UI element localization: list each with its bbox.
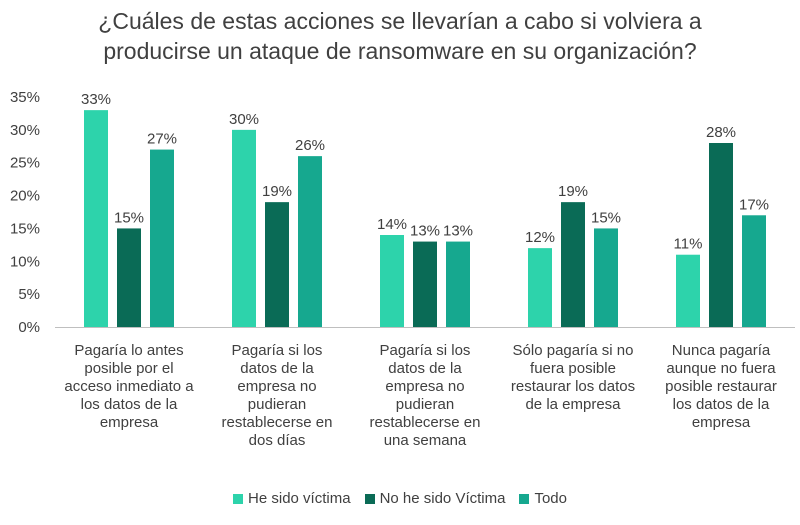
bar: [232, 129, 256, 327]
bar: [594, 228, 618, 327]
legend-swatch: [233, 493, 244, 504]
data-label: 27%: [147, 131, 177, 148]
legend-label: No he sido Víctima: [379, 490, 506, 507]
data-label: 17%: [739, 196, 769, 213]
bar: [446, 241, 470, 327]
y-tick-label: 0%: [18, 319, 40, 336]
category-label-line: acceso inmediato a: [64, 378, 194, 395]
data-label: 13%: [443, 223, 473, 240]
category-label-line: restablecerse en: [221, 414, 333, 431]
category-label-line: datos de la: [388, 360, 462, 377]
data-label: 19%: [558, 183, 588, 200]
category-label-line: empresa no: [385, 378, 465, 395]
category-label-line: datos de la: [240, 360, 314, 377]
category-label-line: posible por el: [84, 360, 174, 377]
chart-title-line-1: ¿Cuáles de estas acciones se llevarían a…: [98, 8, 702, 34]
category-label-line: pudieran: [247, 396, 307, 413]
category-label-line: de la empresa: [525, 396, 621, 413]
legend-swatch: [519, 493, 530, 504]
data-label: 13%: [410, 223, 440, 240]
category-label: Nunca pagaría aunque no fuera posible rest…: [646, 342, 796, 432]
category-label-line: empresa no: [237, 378, 317, 395]
y-tick-label: 20%: [10, 188, 40, 205]
category-label-line: restaurar los datos: [510, 378, 636, 395]
data-label: 14%: [377, 216, 407, 233]
category-label-line: los datos de la: [80, 396, 178, 413]
category-label: Pagaría lo antes posible por el acceso inm…: [54, 342, 204, 432]
category-label-line: Pagaría si los: [231, 342, 323, 359]
bar: [676, 254, 700, 327]
data-label: 11%: [674, 236, 703, 253]
category-label-line: empresa: [99, 414, 159, 431]
category-label-line: Pagaría si los: [379, 342, 471, 359]
legend-item: He sido víctima: [233, 490, 351, 507]
category-label-line: Nunca pagaría: [671, 342, 771, 359]
bar: [117, 228, 141, 327]
chart-title: ¿Cuáles de estas acciones se llevarían a…: [0, 6, 800, 66]
y-tick-label: 30%: [10, 122, 40, 139]
category-label: Pagaría si los datos de la empresa no pudie…: [202, 342, 352, 450]
data-label: 15%: [591, 209, 621, 226]
bar: [742, 215, 766, 327]
data-label: 30%: [229, 111, 259, 128]
data-label: 15%: [114, 209, 144, 226]
y-tick-label: 10%: [10, 253, 40, 270]
legend: He sido víctima No he sido Víctima Todo: [0, 490, 800, 507]
category-label-line: restablecerse en: [369, 414, 481, 431]
category-label-line: fuera posible: [530, 360, 616, 377]
category-label-line: empresa: [691, 414, 751, 431]
y-tick-label: 15%: [10, 220, 40, 237]
data-label: 12%: [525, 229, 555, 246]
y-tick-label: 5%: [18, 286, 40, 303]
category-label-line: dos días: [248, 432, 306, 449]
category-label-line: posible restaurar: [665, 378, 777, 395]
category-label-line: una semana: [383, 432, 467, 449]
category-label-line: Pagaría lo antes: [74, 342, 184, 359]
legend-label: Todo: [534, 490, 567, 507]
legend-item: No he sido Víctima: [364, 490, 506, 507]
legend-swatch: [364, 493, 375, 504]
chart-title-line-2: producirse un ataque de ransomware en su…: [103, 38, 697, 64]
data-label: 26%: [295, 137, 325, 154]
category-label: Pagaría si los datos de la empresa no pudie…: [350, 342, 500, 450]
category-label-line: los datos de la: [672, 396, 770, 413]
bar: [265, 202, 289, 327]
category-label-line: aunque no fuera: [666, 360, 776, 377]
bar: [298, 156, 322, 327]
legend-item: Todo: [519, 490, 567, 507]
y-tick-label: 25%: [10, 155, 40, 172]
bar: [413, 241, 437, 327]
bar: [709, 143, 733, 327]
data-label: 28%: [706, 124, 736, 141]
bar: [150, 149, 174, 327]
category-label: Sólo pagaría si no fuera posible restaurar…: [498, 342, 648, 414]
category-label-line: pudieran: [395, 396, 455, 413]
y-tick-label: 35%: [10, 89, 40, 106]
legend-label: He sido víctima: [248, 490, 351, 507]
data-label: 33%: [81, 91, 111, 108]
data-label: 19%: [262, 183, 292, 200]
bar: [561, 202, 585, 327]
bar: [528, 248, 552, 327]
bar: [84, 110, 108, 328]
bar: [380, 235, 404, 327]
category-label-line: Sólo pagaría si no: [512, 342, 634, 359]
